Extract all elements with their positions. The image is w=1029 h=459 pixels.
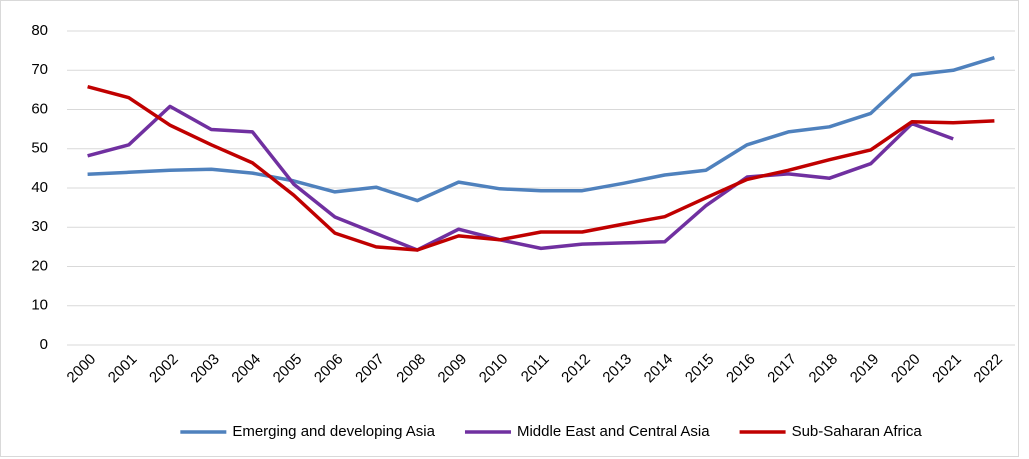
y-tick-label: 60 — [31, 100, 48, 117]
y-tick-label: 0 — [40, 336, 48, 353]
y-tick-label: 30 — [31, 218, 48, 235]
y-tick-label: 20 — [31, 257, 48, 274]
y-tick-label: 40 — [31, 179, 48, 196]
series-line — [87, 104, 954, 252]
legend: Emerging and developing Asia Middle East … — [180, 423, 922, 440]
y-tick-label: 80 — [31, 22, 48, 39]
legend-label: Sub-Saharan Africa — [792, 423, 923, 440]
y-tick-label: 70 — [31, 61, 48, 78]
series-line — [87, 85, 995, 252]
y-tick-label: 10 — [31, 297, 48, 314]
series-line — [87, 56, 995, 203]
y-tick-label: 50 — [31, 140, 48, 157]
legend-label: Middle East and Central Asia — [517, 423, 710, 440]
legend-label: Emerging and developing Asia — [232, 423, 435, 440]
